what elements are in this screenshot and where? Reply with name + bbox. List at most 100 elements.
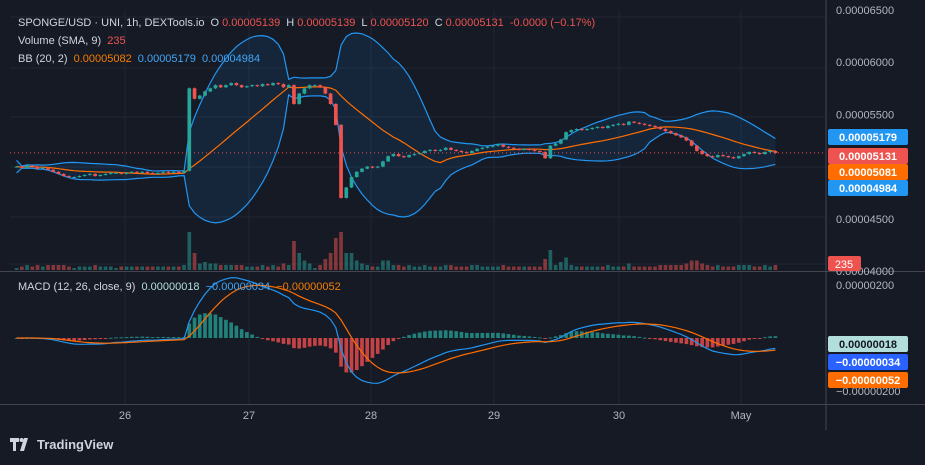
candle-body (689, 140, 694, 146)
time-axis-tick: 28 (365, 410, 377, 422)
macd-line-value: −0.00000034 (205, 281, 271, 293)
macd-histogram-bar (124, 337, 129, 339)
low-value: 0.00005120 (370, 17, 429, 29)
volume-bar (490, 266, 495, 270)
volume-bar (119, 266, 124, 270)
candle-body (579, 129, 584, 131)
time-axis-tick: 27 (243, 410, 255, 422)
open-label: O (210, 17, 220, 29)
volume-bar (768, 266, 772, 270)
candle-body (731, 157, 736, 159)
candle-body (271, 83, 275, 86)
volume-bar (611, 266, 615, 270)
bb-legend: BB (20, 2) 0.00005082 0.00005179 0.00004… (18, 52, 263, 66)
volume-bar (428, 266, 432, 270)
volume-bar (218, 265, 223, 270)
candle-body (156, 172, 160, 174)
macd-histogram-bar (506, 334, 511, 338)
macd-histogram-bar (438, 330, 443, 338)
candle-body (25, 165, 29, 168)
volume-bar (197, 263, 202, 270)
volume-bar (695, 260, 699, 270)
volume-bar (281, 263, 286, 270)
macd-histogram-bar (271, 338, 275, 342)
candle-body (297, 93, 302, 104)
candle-body (611, 124, 615, 126)
volume-bar (679, 265, 684, 270)
candle-body (344, 187, 349, 198)
candle-body (747, 151, 752, 155)
macd-histogram-bar (689, 338, 694, 346)
volume-bar (585, 266, 589, 270)
volume-bar (260, 265, 265, 270)
volume-bar (710, 266, 715, 270)
macd-histogram-bar (381, 338, 385, 350)
volume-tag-bg (828, 256, 861, 271)
macd-histogram-bar (511, 334, 516, 338)
volume-bar (412, 266, 417, 270)
volume-bar (443, 265, 448, 270)
candle-body (56, 171, 61, 174)
candle-body (276, 83, 281, 85)
candle-body (145, 171, 150, 173)
macd-histogram-bar (156, 337, 160, 339)
candle-body (260, 84, 265, 87)
candle-body (443, 147, 448, 150)
macd-histogram-bar (203, 313, 207, 338)
macd-histogram-bar (161, 336, 165, 338)
candle-body (381, 161, 385, 167)
candle-body (768, 150, 772, 152)
volume-bar (297, 253, 302, 270)
macd-histogram-bar (747, 338, 752, 340)
volume-bar (726, 266, 731, 270)
price-tag-bg (828, 164, 908, 180)
macd-histogram-bar (475, 332, 479, 338)
volume-tag: 235 (835, 259, 853, 271)
candle-body (647, 124, 652, 126)
volume-bar (647, 266, 652, 270)
candle-body (349, 177, 354, 188)
candle-body (192, 88, 197, 99)
macd-histogram-bar (632, 336, 636, 338)
volume-bar (564, 257, 568, 270)
price-tag-bg (828, 129, 908, 145)
candle-body (674, 133, 678, 136)
high-label: H (286, 17, 295, 29)
candle-body (412, 154, 417, 156)
volume-legend: Volume (SMA, 9) 235 (18, 34, 129, 48)
candle-body (496, 144, 500, 146)
macd-histogram-bar (192, 317, 197, 338)
macd-histogram-bar (663, 338, 668, 342)
volume-bar (579, 266, 584, 270)
macd-histogram-bar (757, 338, 762, 339)
candle-body (135, 171, 139, 173)
volume-bar (637, 266, 642, 270)
macd-histogram-bar (574, 331, 579, 338)
grid-lines (10, 10, 826, 404)
volume-bar (700, 263, 704, 270)
volume-bar (674, 265, 678, 270)
macd-histogram-bar (98, 338, 103, 339)
macd-histogram-bar (386, 338, 390, 345)
price-tag-bg (828, 180, 908, 196)
candle-body (61, 173, 66, 176)
volume-bar (234, 265, 239, 270)
candle-body (255, 85, 260, 87)
candle-body (20, 166, 24, 168)
candle-body (328, 93, 333, 104)
candle-body (695, 145, 699, 151)
macd-histogram-bar (600, 333, 605, 338)
volume-bar (689, 260, 694, 270)
macd-histogram-bar (496, 332, 500, 338)
candle-body (470, 150, 474, 154)
candle-body (281, 84, 286, 88)
macd-histogram-bar (229, 322, 233, 338)
candle-body (161, 171, 165, 173)
volume-bar (224, 265, 228, 270)
candle-body (386, 156, 390, 162)
volume-bar (496, 266, 500, 270)
candle-body (642, 123, 647, 125)
candle-body (501, 144, 506, 147)
macd-histogram-bar (177, 337, 181, 339)
macd-histogram-bar (197, 314, 202, 338)
